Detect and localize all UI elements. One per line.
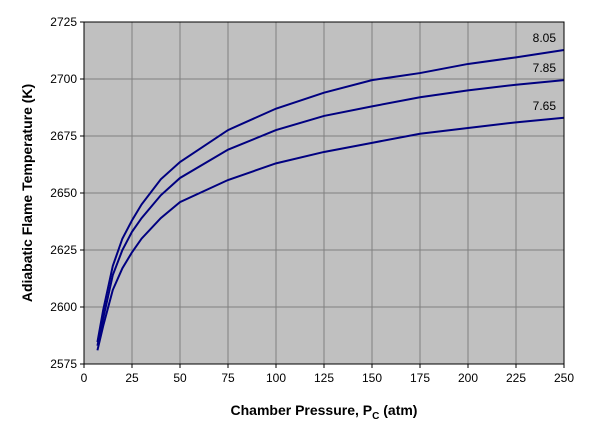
y-axis-title: Adiabatic Flame Temperature (K)	[19, 84, 35, 302]
x-tick-label: 25	[125, 371, 139, 385]
x-tick-label: 125	[314, 371, 334, 385]
x-tick-label: 150	[362, 371, 382, 385]
y-tick-label: 2725	[50, 15, 77, 29]
series-line	[96, 116, 565, 351]
x-tick-label: 100	[266, 371, 286, 385]
y-tick-label: 2600	[50, 300, 77, 314]
y-tick-label: 2650	[50, 186, 77, 200]
x-tick-label: 50	[173, 371, 187, 385]
series-label: 8.05	[533, 31, 557, 45]
y-tick-label: 2575	[50, 357, 77, 371]
lines	[96, 49, 565, 351]
y-tick-label: 2700	[50, 72, 77, 86]
x-axis-title-text: Chamber Pressure, P	[231, 402, 373, 418]
series-label: 7.65	[533, 99, 557, 113]
x-axis-title-sub: C	[372, 411, 379, 422]
x-tick-label: 75	[221, 371, 235, 385]
y-tick-label: 2625	[50, 243, 77, 257]
y-tick-label: 2675	[50, 129, 77, 143]
x-tick-label: 0	[81, 371, 88, 385]
series-line	[96, 49, 565, 343]
x-tick-label: 250	[554, 371, 574, 385]
x-tick-label: 225	[506, 371, 526, 385]
x-tick-label: 175	[410, 371, 430, 385]
series-line	[96, 79, 565, 346]
x-axis-title-after: (atm)	[379, 402, 417, 418]
x-tick-label: 200	[458, 371, 478, 385]
series-label: 7.85	[533, 61, 557, 75]
x-axis-title: Chamber Pressure, PC (atm)	[231, 402, 418, 422]
